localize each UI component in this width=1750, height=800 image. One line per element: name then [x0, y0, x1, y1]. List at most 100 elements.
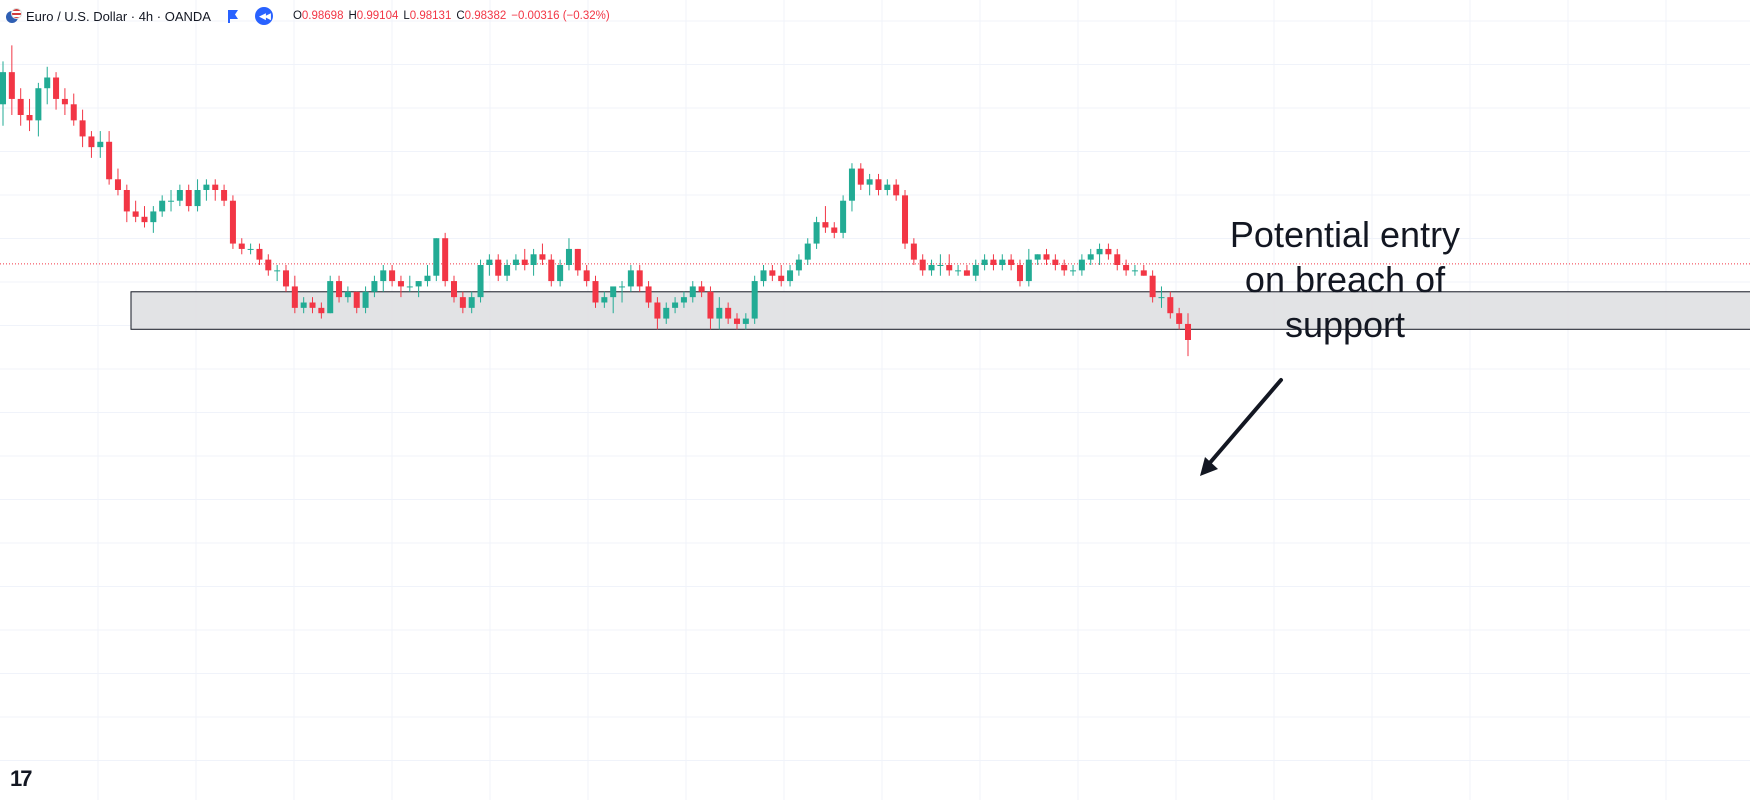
- candle-body: [557, 265, 564, 282]
- candle-body: [742, 318, 749, 324]
- candle-body: [1131, 270, 1138, 272]
- candle-body: [8, 72, 15, 99]
- candle-body: [1008, 259, 1015, 265]
- candle-body: [362, 291, 369, 308]
- candle-body: [610, 286, 617, 298]
- annotation-arrow-shaft: [1206, 378, 1283, 467]
- candle-body: [433, 238, 440, 276]
- candle-body: [504, 265, 511, 276]
- candle-body: [1043, 254, 1050, 260]
- candle-body: [910, 243, 917, 260]
- candle-body: [123, 190, 130, 212]
- candle-body: [875, 179, 882, 190]
- candle-body: [44, 77, 51, 89]
- candle-body: [477, 265, 484, 298]
- candle-body: [716, 307, 723, 319]
- annotation-text[interactable]: Potential entry on breach of support: [1155, 212, 1535, 347]
- candle-body: [371, 281, 378, 292]
- candle-body: [928, 265, 935, 271]
- symbol-title[interactable]: Euro / U.S. Dollar · 4h · OANDA: [26, 8, 211, 24]
- candle-body: [1123, 265, 1130, 271]
- candle-body: [619, 286, 626, 288]
- high-value: 0.99104: [356, 10, 399, 22]
- candle-body: [512, 259, 519, 265]
- candle-body: [318, 307, 325, 314]
- candle-body: [1016, 265, 1023, 282]
- candle-body: [707, 291, 714, 319]
- candle-body: [141, 216, 148, 223]
- replay-icon[interactable]: ◀◀: [254, 7, 273, 25]
- candle-body: [725, 307, 732, 319]
- candle-body: [424, 275, 431, 282]
- candle-body: [274, 270, 281, 272]
- candle-body: [344, 291, 351, 298]
- candle-body: [831, 227, 838, 233]
- candle-body: [1105, 248, 1112, 255]
- candle-body: [79, 120, 86, 137]
- candle-body: [265, 259, 272, 271]
- candle-body: [866, 179, 873, 185]
- flag-marker-icon[interactable]: [225, 8, 241, 24]
- candle-body: [389, 270, 396, 282]
- candle-body: [981, 259, 988, 265]
- candle-body: [1061, 265, 1068, 271]
- candle-body: [565, 248, 572, 265]
- candle-body: [70, 104, 77, 121]
- candle-body: [176, 190, 183, 201]
- low-value: 0.98131: [409, 10, 452, 22]
- candle-body: [150, 211, 157, 223]
- candle-body: [822, 222, 829, 228]
- candle-body: [1184, 323, 1192, 340]
- candle-body: [1070, 270, 1077, 272]
- candle-body: [327, 281, 334, 314]
- candle-body: [689, 286, 696, 298]
- candle-body: [229, 200, 236, 244]
- candle-body: [309, 302, 316, 308]
- symbol-legend: Euro / U.S. Dollar · 4h · OANDA ◀◀ O 0.98…: [6, 6, 610, 26]
- candle-body: [291, 286, 298, 308]
- candle-body: [451, 281, 458, 298]
- candle-body: [203, 184, 210, 190]
- candle-body: [185, 190, 192, 207]
- candle-body: [592, 281, 599, 303]
- annotation-arrow-head: [1200, 457, 1218, 476]
- candle-body: [884, 184, 891, 190]
- candle-body: [61, 98, 68, 105]
- candle-body: [495, 259, 502, 276]
- candle-body: [760, 270, 767, 282]
- candle-body: [751, 281, 758, 319]
- candle-body: [0, 72, 7, 105]
- candle-body: [256, 248, 263, 260]
- candle-body: [35, 88, 42, 121]
- candle-body: [972, 265, 979, 276]
- candle-body: [406, 286, 413, 288]
- candle-body: [1167, 297, 1174, 314]
- candle-body: [583, 270, 590, 282]
- ohlc-values: O 0.98698 H 0.99104 L 0.98131 C 0.98382 −0.0…: [293, 10, 610, 22]
- candle-body: [106, 141, 113, 180]
- candle-body: [946, 265, 953, 271]
- candle-body: [1096, 248, 1103, 255]
- candle-body: [53, 77, 60, 99]
- candle-body: [963, 270, 970, 276]
- candle-body: [194, 190, 201, 207]
- tradingview-logo[interactable]: 17: [10, 766, 33, 791]
- candle-body: [1034, 254, 1041, 260]
- currency-flag-icon: [6, 8, 22, 24]
- candle-body: [654, 302, 661, 319]
- candle-body: [840, 200, 847, 233]
- close-label: C: [456, 10, 465, 22]
- candle-body: [521, 259, 528, 265]
- candle-body: [1114, 254, 1121, 265]
- candle-body: [627, 270, 634, 287]
- annotation-line: on breach of: [1244, 259, 1446, 300]
- candle-body: [893, 184, 900, 196]
- candle-body: [636, 270, 643, 287]
- candle-body: [1176, 313, 1183, 324]
- candle-body: [114, 179, 121, 190]
- candle-body: [1025, 259, 1032, 282]
- candle-body: [468, 297, 475, 308]
- open-label: O: [292, 10, 302, 22]
- candle-body: [1052, 259, 1059, 265]
